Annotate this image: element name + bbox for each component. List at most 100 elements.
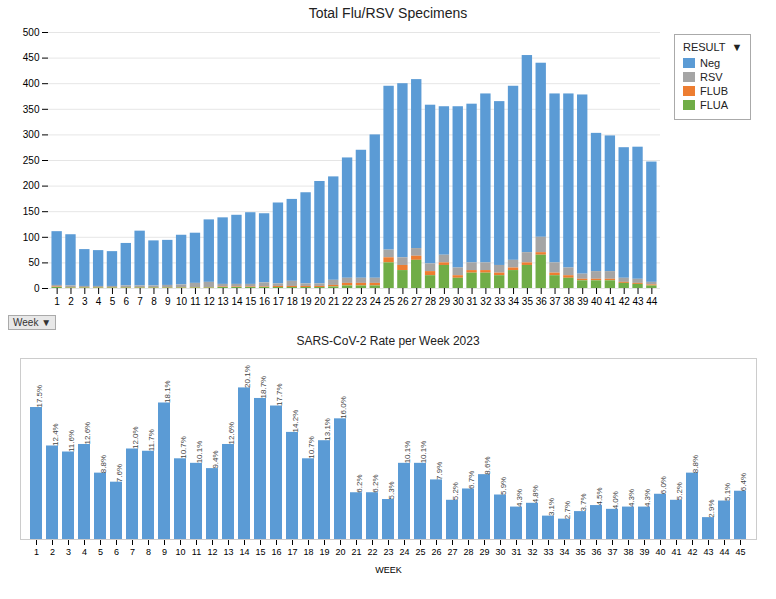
svg-text:6.2%: 6.2% [371,475,380,493]
svg-text:42: 42 [687,547,697,557]
svg-text:18: 18 [303,547,313,557]
svg-text:11: 11 [192,547,201,557]
svg-text:36: 36 [591,547,601,557]
svg-text:9: 9 [162,547,167,557]
svg-text:38: 38 [623,547,633,557]
svg-text:150: 150 [23,206,40,217]
svg-text:45: 45 [735,547,745,557]
svg-text:19: 19 [319,547,329,557]
svg-text:0: 0 [34,283,40,294]
svg-text:7: 7 [130,547,135,557]
svg-text:2.9%: 2.9% [707,499,716,517]
svg-text:10: 10 [176,296,188,307]
svg-text:23: 23 [356,296,368,307]
svg-text:25: 25 [384,296,396,307]
svg-text:11.7%: 11.7% [147,429,156,451]
svg-text:50: 50 [28,257,40,268]
svg-text:29: 29 [439,296,451,307]
svg-text:16: 16 [271,547,281,557]
svg-text:12: 12 [204,296,216,307]
svg-text:12: 12 [207,547,217,557]
svg-text:5.1%: 5.1% [723,483,732,501]
svg-text:350: 350 [23,104,40,115]
svg-text:4.5%: 4.5% [595,487,604,505]
svg-text:5: 5 [110,296,116,307]
svg-text:11: 11 [190,296,201,307]
svg-text:18.1%: 18.1% [163,380,172,403]
svg-text:12.6%: 12.6% [227,422,236,445]
svg-text:17.7%: 17.7% [275,383,284,406]
svg-text:12.4%: 12.4% [51,423,60,446]
svg-text:44: 44 [646,296,658,307]
svg-text:13: 13 [223,547,233,557]
svg-text:300: 300 [23,129,40,140]
svg-text:41: 41 [605,296,617,307]
svg-text:20: 20 [314,296,326,307]
svg-text:35: 35 [575,547,585,557]
svg-text:25: 25 [415,547,425,557]
svg-text:7.9%: 7.9% [435,462,444,480]
svg-text:23: 23 [383,547,393,557]
svg-text:32: 32 [480,296,492,307]
svg-text:34: 34 [559,547,569,557]
svg-text:16.0%: 16.0% [339,396,348,419]
svg-text:17.5%: 17.5% [35,385,44,408]
svg-text:4.8%: 4.8% [531,485,540,503]
svg-text:37: 37 [549,296,561,307]
svg-text:43: 43 [632,296,644,307]
svg-text:5.2%: 5.2% [675,482,684,500]
svg-text:26: 26 [431,547,441,557]
svg-text:14.2%: 14.2% [291,410,300,433]
svg-text:8.8%: 8.8% [691,455,700,473]
svg-text:9.4%: 9.4% [211,450,220,468]
svg-text:10.1%: 10.1% [195,441,204,464]
svg-text:2: 2 [68,296,74,307]
svg-text:22: 22 [367,547,377,557]
svg-text:40: 40 [591,296,603,307]
svg-text:44: 44 [719,547,729,557]
svg-text:8: 8 [146,547,151,557]
svg-text:20: 20 [335,547,345,557]
svg-text:34: 34 [508,296,520,307]
svg-text:5.2%: 5.2% [451,482,460,500]
svg-text:26: 26 [397,296,409,307]
svg-text:39: 39 [577,296,589,307]
svg-text:16: 16 [259,296,271,307]
svg-text:27: 27 [411,296,423,307]
svg-text:15: 15 [255,547,265,557]
svg-text:19: 19 [301,296,313,307]
svg-text:21: 21 [328,296,340,307]
svg-text:WEEK: WEEK [375,565,402,575]
svg-text:18.7%: 18.7% [259,376,268,399]
svg-text:12.6%: 12.6% [83,422,92,445]
svg-text:12.0%: 12.0% [131,426,140,449]
svg-text:40: 40 [655,547,665,557]
svg-text:4.3%: 4.3% [627,489,636,507]
svg-text:11.6%: 11.6% [67,430,76,452]
svg-text:41: 41 [671,547,681,557]
svg-text:10.7%: 10.7% [307,436,316,459]
svg-text:29: 29 [479,547,489,557]
svg-text:39: 39 [639,547,649,557]
svg-text:42: 42 [619,296,631,307]
svg-text:32: 32 [527,547,537,557]
svg-text:100: 100 [23,232,40,243]
svg-text:400: 400 [23,78,40,89]
svg-text:2.7%: 2.7% [563,501,572,519]
svg-text:28: 28 [463,547,473,557]
svg-text:13.1%: 13.1% [323,418,332,441]
svg-text:10: 10 [175,547,185,557]
svg-text:250: 250 [23,155,40,166]
svg-text:6.2%: 6.2% [355,475,364,493]
svg-text:4: 4 [82,547,87,557]
svg-text:4: 4 [96,296,102,307]
svg-text:5.9%: 5.9% [499,477,508,495]
svg-text:6.7%: 6.7% [467,471,476,489]
svg-text:24: 24 [370,296,382,307]
svg-text:35: 35 [522,296,534,307]
svg-text:14: 14 [239,547,249,557]
svg-text:6.4%: 6.4% [739,473,748,491]
svg-text:4.3%: 4.3% [515,489,524,507]
svg-text:6.0%: 6.0% [659,476,668,494]
svg-text:37: 37 [607,547,617,557]
